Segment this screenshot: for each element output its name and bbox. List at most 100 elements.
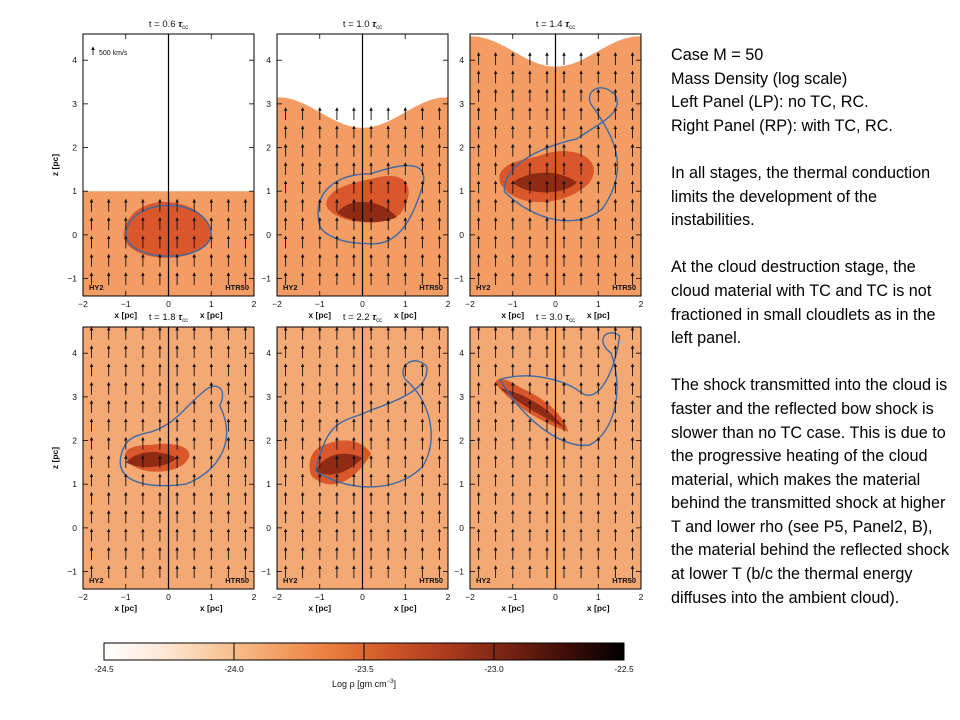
y-tick-label: 4 [266,348,271,358]
y-tick-label: −1 [67,567,77,577]
y-tick-label: 0 [459,230,464,240]
y-tick-label: 3 [266,392,271,402]
density-panel: −2 −1 0 1 2 x [pc] x [pc] 4 3 2 1 0 −1 t = 3.0 τcc HY2… [454,312,643,613]
density-panel: −2 −1 0 1 2 x [pc] x [pc] 4 3 2 1 0 −1 z [pc] t = 0.6 … [50,19,257,320]
y-tick-label: 2 [266,436,271,446]
x-tick-label: −2 [465,299,475,309]
simulation-figure: −2 −1 0 1 2 x [pc] x [pc] 4 3 2 1 0 −1 z [pc] t = 0.6 … [50,19,644,689]
y-tick-label: 3 [266,99,271,109]
notes-paragraph-instabilities: In all stages, the thermal conduction li… [671,163,931,230]
x-tick-label: −1 [508,299,518,309]
colorbar-label: Log ρ [gm cm−3] [332,679,396,689]
y-tick-label: 4 [72,55,77,65]
right-model-tag: HTR50 [419,283,443,292]
x-tick-label: 2 [252,299,257,309]
x-tick-label: 2 [639,299,644,309]
y-tick-label: 3 [72,392,77,402]
dense-cloud-core [499,388,564,428]
y-axis-label: z [pc] [50,154,60,176]
right-model-tag: HTR50 [612,576,636,585]
cloud-contour [499,332,621,447]
y-tick-label: 2 [266,143,271,153]
x-tick-label: 0 [166,299,171,309]
x-tick-label: 1 [596,299,601,309]
panel-time-title: t = 1.0 τcc [343,19,382,31]
y-tick-label: 0 [266,523,271,533]
notes-paragraph-destruction: At the cloud destruction stage, the clou… [671,258,936,348]
x-axis-label: x [pc] [501,603,524,613]
right-model-tag: HTR50 [612,283,636,292]
x-tick-label: 2 [252,592,257,602]
cloud-contour [125,204,213,257]
dense-cloud-core [125,451,178,468]
dense-cloud-core [315,453,363,475]
y-tick-label: 2 [72,436,77,446]
y-tick-label: 2 [72,143,77,153]
y-tick-label: −1 [454,567,464,577]
x-axis-label: x [pc] [501,310,524,320]
left-model-tag: HY2 [476,576,491,585]
notes-text: Case M = 50 Mass Density (log scale) Lef… [671,44,956,634]
x-tick-label: 1 [596,592,601,602]
cloud-contour [119,385,228,487]
y-tick-label: −1 [67,274,77,284]
panel-time-title: t = 3.0 τcc [536,312,575,324]
velocity-field [476,327,635,579]
colorbar-tick-label: -24.0 [224,664,244,674]
velocity-field [476,52,635,286]
notes-paragraph-shock: The shock transmitted into the cloud is … [671,376,950,607]
x-tick-label: −2 [465,592,475,602]
y-tick-label: 4 [266,55,271,65]
y-axis-label: z [pc] [50,447,60,469]
y-tick-label: 1 [266,186,271,196]
x-tick-label: 1 [403,592,408,602]
x-tick-label: 2 [639,592,644,602]
y-tick-label: 1 [459,186,464,196]
x-tick-label: 0 [553,299,558,309]
colorbar-tick-label: -24.5 [94,664,114,674]
x-axis-label: x [pc] [200,310,223,320]
x-axis-label: x [pc] [587,310,610,320]
y-tick-label: 1 [266,479,271,489]
x-tick-label: 0 [166,592,171,602]
density-panel: −2 −1 0 1 2 x [pc] x [pc] 4 3 2 1 0 −1 t = 1.0 τcc HY2… [261,19,450,320]
x-tick-label: −1 [508,592,518,602]
x-tick-label: −1 [315,299,325,309]
dense-cloud-core [512,172,577,193]
notes-left-panel-line: Left Panel (LP): no TC, RC. [671,93,869,112]
panel-time-title: t = 1.8 τcc [149,312,188,324]
x-tick-label: 0 [553,592,558,602]
y-tick-label: 3 [459,392,464,402]
panel-time-title: t = 2.2 τcc [343,312,382,324]
y-tick-label: 4 [459,55,464,65]
velocity-field [89,198,248,286]
y-tick-label: 1 [72,186,77,196]
y-tick-label: 0 [72,230,77,240]
notes-right-panel-line: Right Panel (RP): with TC, RC. [671,116,893,135]
x-tick-label: −2 [78,592,88,602]
x-axis-label: x [pc] [308,603,331,613]
x-tick-label: −2 [78,299,88,309]
y-tick-label: 0 [459,523,464,533]
cloud-contour [503,87,619,222]
y-tick-label: 4 [72,348,77,358]
left-model-tag: HY2 [283,283,298,292]
y-tick-label: 1 [459,479,464,489]
x-tick-label: 1 [209,299,214,309]
dense-cloud-core [336,201,397,223]
cloud-material [123,202,212,258]
velocity-field [283,327,442,579]
density-panel: −2 −1 0 1 2 x [pc] x [pc] 4 3 2 1 0 −1 t = 1.4 τcc HY2… [454,19,643,320]
notes-quantity-line: Mass Density (log scale) [671,69,848,88]
x-tick-label: 0 [360,299,365,309]
left-model-tag: HY2 [283,576,298,585]
x-tick-label: 2 [446,299,451,309]
x-tick-label: −1 [121,299,131,309]
y-tick-label: 4 [459,348,464,358]
x-tick-label: −2 [272,299,282,309]
y-tick-label: 0 [266,230,271,240]
colorbar-tick-label: -23.0 [484,664,504,674]
x-axis-label: x [pc] [114,310,137,320]
y-tick-label: −1 [454,274,464,284]
x-tick-label: 0 [360,592,365,602]
